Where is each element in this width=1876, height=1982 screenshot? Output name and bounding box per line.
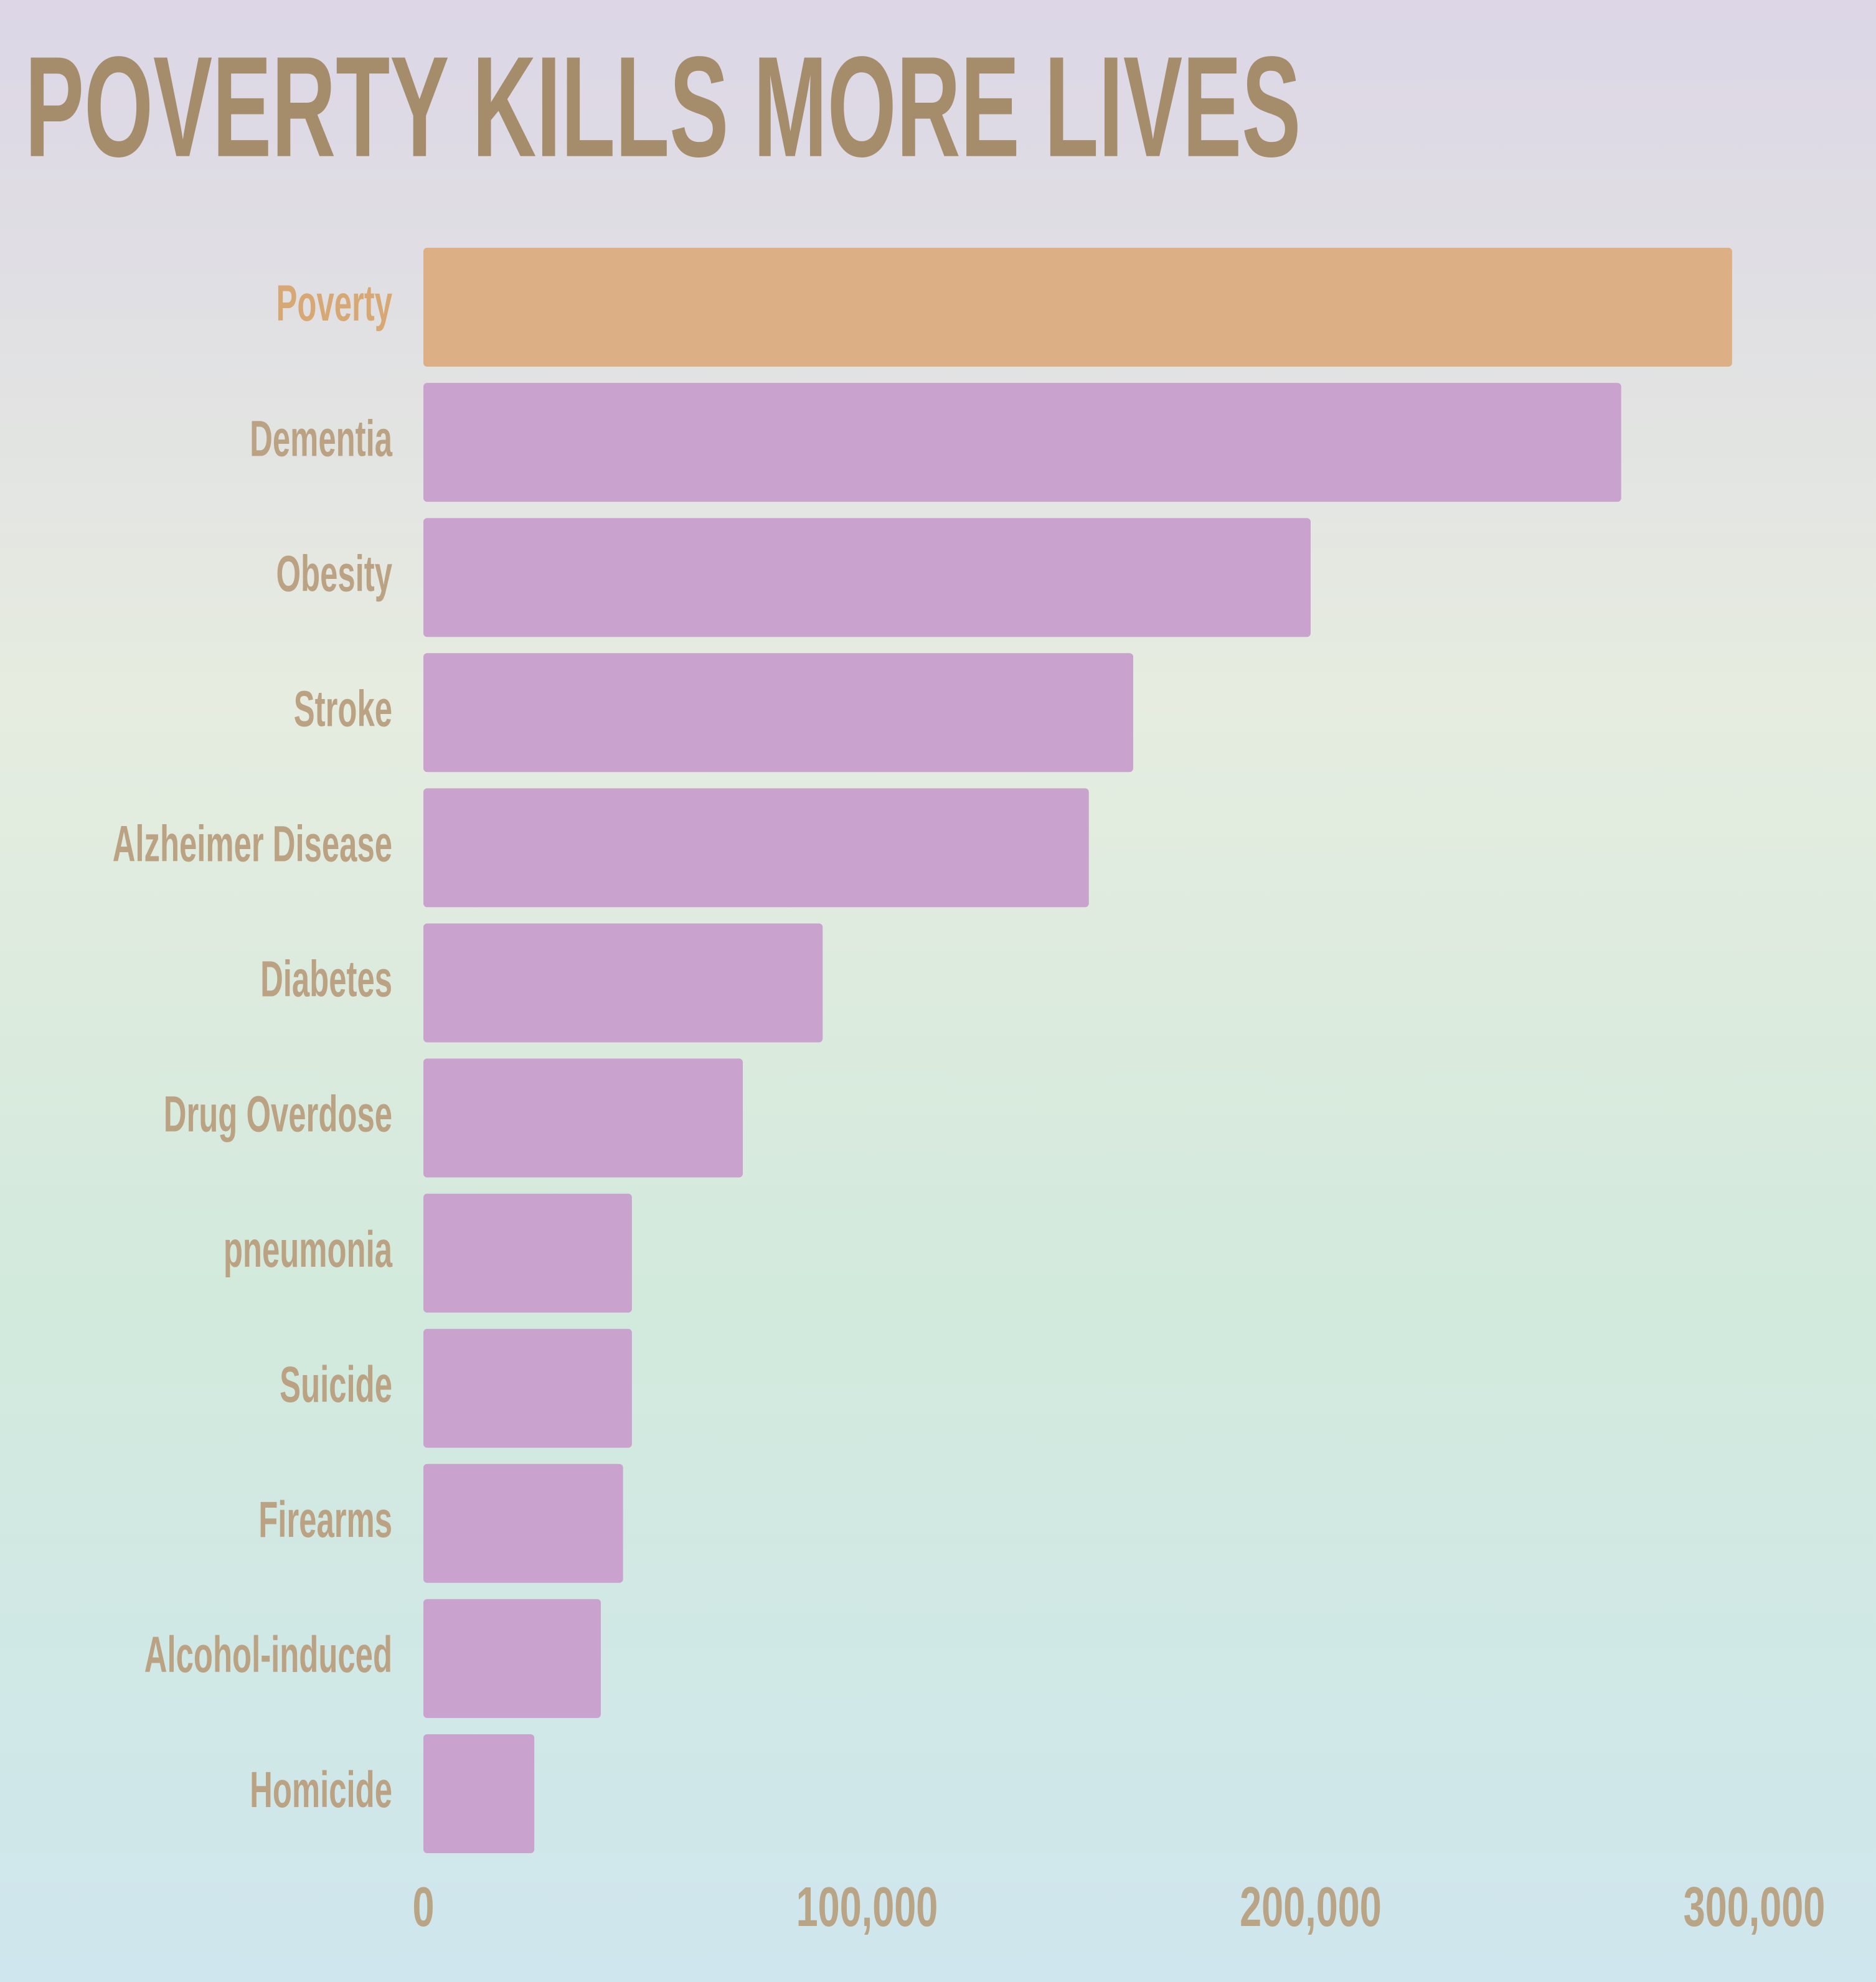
y-tick-label: Homicide [250, 1762, 392, 1818]
x-tick-label: 100,000 [796, 1876, 938, 1938]
x-tick-label: 0 [412, 1876, 434, 1938]
y-tick-label: Alzheimer Disease [113, 815, 392, 872]
bar [423, 653, 1133, 772]
bar [423, 1734, 534, 1853]
bar [423, 383, 1621, 502]
x-tick-label: 200,000 [1240, 1876, 1382, 1938]
bar [423, 248, 1732, 367]
bar [423, 1329, 632, 1448]
bar [423, 1464, 623, 1583]
y-tick-label: Dementia [250, 410, 393, 467]
bar [423, 1059, 743, 1178]
y-tick-label: Stroke [294, 680, 392, 737]
bar [423, 788, 1089, 907]
y-tick-label: Diabetes [260, 951, 392, 1007]
bar [423, 1194, 632, 1313]
y-tick-label: Suicide [280, 1356, 392, 1413]
page: POVERTY KILLS MORE LIVES 0 100,000 200,000… [0, 0, 1876, 1982]
y-tick-label: Firearms [258, 1491, 392, 1548]
bar [423, 1599, 601, 1718]
y-tick-label: Poverty [276, 275, 393, 332]
chart: POVERTY KILLS MORE LIVES 0 100,000 200,000… [0, 0, 1876, 1982]
y-tick-label: pneumonia [224, 1221, 393, 1277]
x-tick-label: 300,000 [1684, 1876, 1826, 1938]
bar [423, 518, 1311, 637]
y-tick-label: Alcohol-induced [144, 1627, 392, 1683]
y-tick-label: Drug Overdose [164, 1086, 392, 1142]
y-tick-label: Obesity [276, 545, 393, 602]
chart-title: POVERTY KILLS MORE LIVES [25, 27, 1301, 187]
bar [423, 923, 823, 1042]
